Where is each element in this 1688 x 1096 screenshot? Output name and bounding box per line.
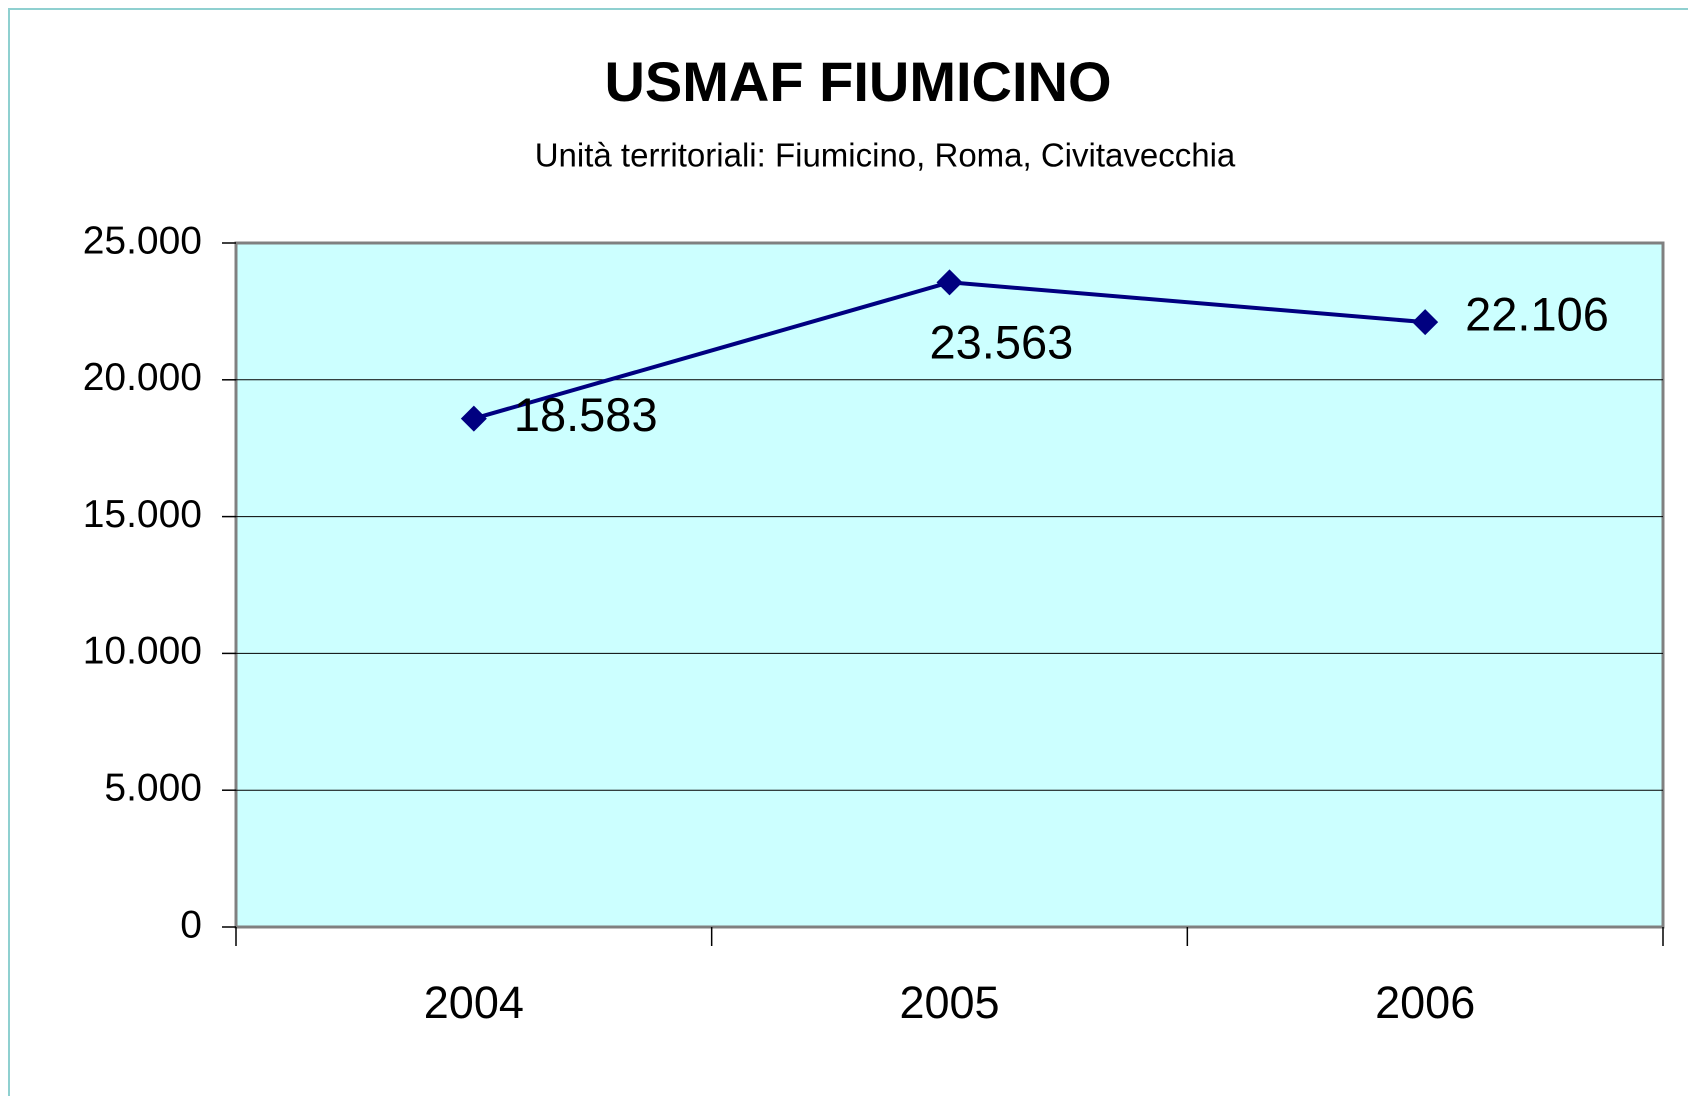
y-tick-label: 10.000 — [83, 630, 202, 673]
x-tick-label: 2005 — [899, 977, 999, 1028]
data-label: 18.583 — [514, 388, 658, 441]
x-tick-label: 2004 — [424, 977, 524, 1028]
chart-title: USMAF FIUMICINO — [604, 50, 1111, 113]
data-label: 22.106 — [1465, 288, 1609, 341]
y-tick-label: 25.000 — [83, 219, 202, 262]
marker — [936, 269, 963, 296]
y-tick-label: 15.000 — [83, 493, 202, 536]
marker — [460, 405, 487, 432]
y-tick-label: 0 — [180, 903, 202, 946]
data-label: 23.563 — [930, 316, 1074, 369]
y-tick-label: 5.000 — [104, 766, 202, 809]
y-tick-label: 20.000 — [83, 356, 202, 399]
marker — [1412, 309, 1439, 336]
plot-area — [234, 241, 1665, 929]
chart-subtitle: Unità territoriali: Fiumicino, Roma, Civ… — [535, 137, 1236, 174]
x-tick-label: 2006 — [1375, 977, 1475, 1028]
